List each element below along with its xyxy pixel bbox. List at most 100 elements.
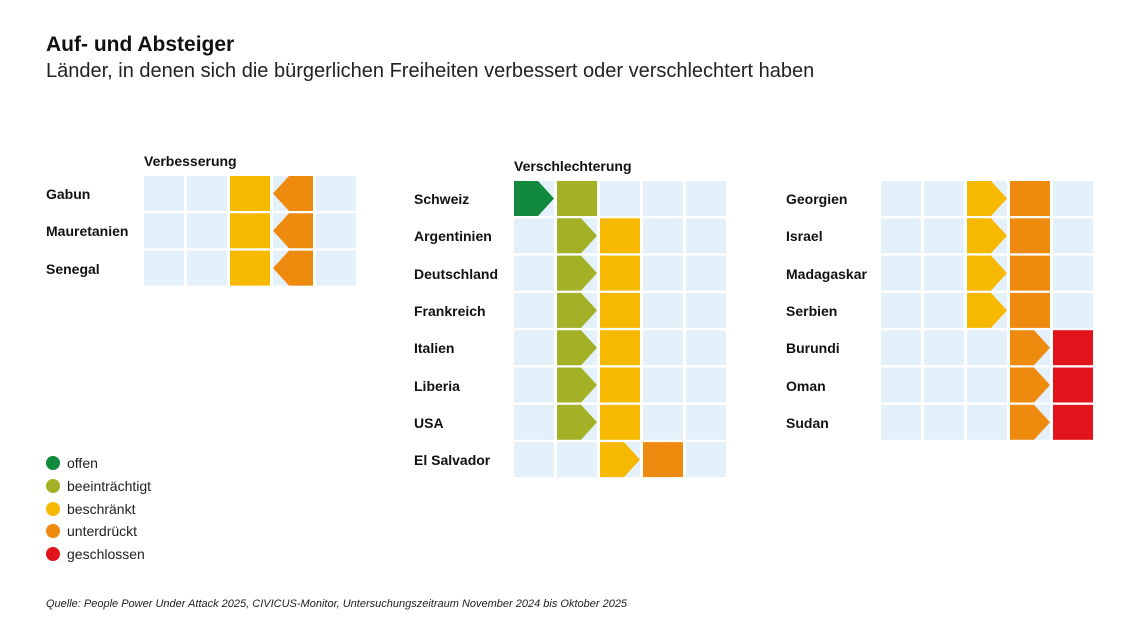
to-level-cell (600, 330, 640, 366)
to-level-cell (600, 292, 640, 328)
legend-label: offen (67, 455, 98, 471)
from-level-arrow (273, 250, 313, 286)
country-label: Madagaskar (786, 265, 867, 282)
to-level-cell (1010, 292, 1050, 328)
legend-dot (46, 547, 60, 562)
to-level-cell (1053, 404, 1093, 440)
legend-label: beeinträchtigt (67, 477, 152, 494)
empty-cell (686, 255, 726, 291)
empty-cell (686, 330, 726, 366)
country-label: Deutschland (414, 265, 499, 282)
empty-cell (514, 255, 554, 291)
empty-cell (643, 218, 683, 254)
country-label: Serbien (786, 302, 838, 319)
empty-cell (557, 442, 597, 478)
from-level-arrow (557, 255, 597, 291)
legend-label: beschränkt (67, 500, 136, 517)
to-level-cell (600, 367, 640, 403)
from-level-arrow (1010, 404, 1050, 440)
empty-cell (881, 292, 921, 328)
empty-cell (514, 218, 554, 254)
from-level-arrow (557, 367, 597, 403)
empty-cell (187, 176, 227, 211)
to-level-cell (643, 442, 683, 478)
country-label: Gabun (46, 186, 91, 202)
country-label: Burundi (786, 340, 840, 357)
empty-cell (643, 292, 683, 328)
empty-cell (881, 404, 921, 440)
empty-cell (316, 250, 356, 286)
country-label: USA (414, 414, 444, 431)
from-level-arrow (967, 181, 1007, 216)
legend-dot (46, 478, 60, 493)
from-level-arrow (1010, 367, 1050, 403)
country-label: Schweiz (414, 191, 470, 207)
country-label: Italien (414, 340, 455, 357)
empty-cell (924, 292, 964, 328)
empty-cell (924, 367, 964, 403)
group-label: Verschlechterung (514, 158, 632, 174)
empty-cell (316, 213, 356, 249)
to-level-cell (600, 255, 640, 291)
country-label: Oman (786, 377, 826, 394)
empty-cell (881, 330, 921, 366)
country-label: El Salvador (414, 452, 491, 469)
empty-cell (144, 176, 184, 211)
from-level-arrow (514, 181, 554, 216)
legend-label: unterdrückt (67, 523, 138, 540)
empty-cell (1053, 292, 1093, 328)
empty-cell (924, 181, 964, 216)
empty-cell (1053, 218, 1093, 254)
empty-cell (967, 367, 1007, 403)
legend-item: geschlossen (46, 546, 145, 562)
to-level-cell (1010, 181, 1050, 216)
legend-item: unterdrückt (46, 523, 137, 539)
to-level-cell (230, 213, 270, 249)
group-label: Verbesserung (144, 153, 237, 169)
to-level-cell (230, 250, 270, 286)
from-level-arrow (967, 255, 1007, 291)
country-label: Sudan (786, 414, 829, 431)
empty-cell (643, 181, 683, 216)
empty-cell (643, 330, 683, 366)
from-level-arrow (1010, 330, 1050, 366)
to-level-cell (600, 404, 640, 440)
empty-cell (967, 330, 1007, 366)
from-level-arrow (967, 292, 1007, 328)
from-level-arrow (967, 218, 1007, 254)
country-label: Georgien (786, 191, 848, 207)
empty-cell (881, 218, 921, 254)
empty-cell (1053, 181, 1093, 216)
empty-cell (514, 292, 554, 328)
empty-cell (144, 250, 184, 286)
empty-cell (686, 181, 726, 216)
from-level-arrow (557, 330, 597, 366)
empty-cell (1053, 255, 1093, 291)
empty-cell (600, 181, 640, 216)
empty-cell (643, 255, 683, 291)
from-level-arrow (557, 292, 597, 328)
empty-cell (881, 181, 921, 216)
source-note: Quelle: People Power Under Attack 2025, … (46, 598, 628, 610)
empty-cell (686, 442, 726, 478)
chart-subtitle: Länder, in denen sich die bürgerlichen F… (46, 60, 815, 82)
empty-cell (686, 292, 726, 328)
empty-cell (686, 218, 726, 254)
legend-item: offen (46, 455, 98, 471)
from-level-arrow (273, 213, 313, 249)
legend-item: beeinträchtigt (46, 478, 151, 494)
chart-title: Auf- und Absteiger (46, 33, 235, 56)
country-label: Frankreich (414, 302, 486, 319)
empty-cell (316, 176, 356, 211)
to-level-cell (1053, 330, 1093, 366)
empty-cell (924, 404, 964, 440)
to-level-cell (1053, 367, 1093, 403)
legend-dot (46, 524, 60, 539)
empty-cell (881, 255, 921, 291)
from-level-arrow (600, 442, 640, 478)
to-level-cell (600, 218, 640, 254)
empty-cell (643, 367, 683, 403)
empty-cell (924, 218, 964, 254)
empty-cell (187, 213, 227, 249)
